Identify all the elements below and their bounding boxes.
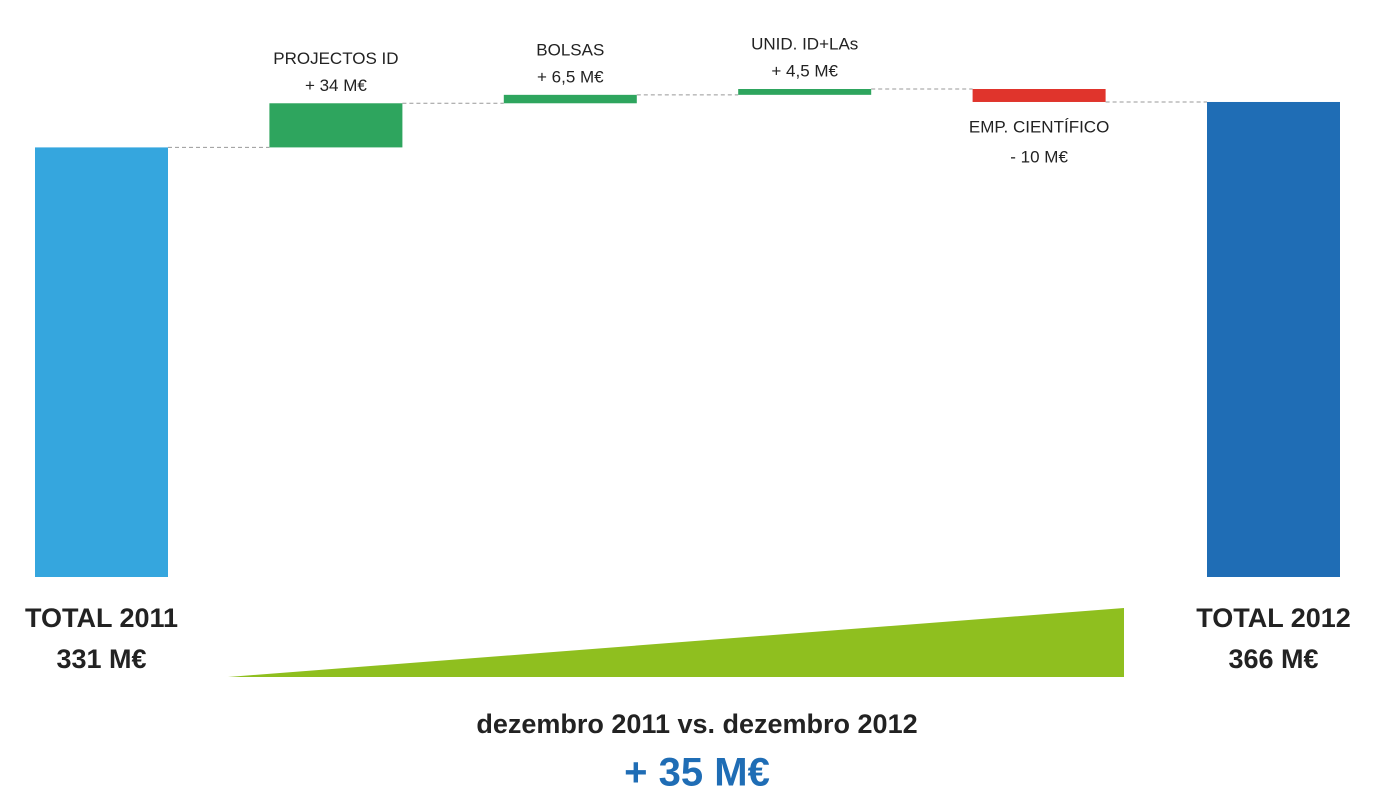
category-label: TOTAL 2012	[1196, 603, 1351, 633]
category-label: EMP. CIENTÍFICO	[969, 117, 1109, 136]
category-label: PROJECTOS ID	[273, 49, 398, 68]
category-label: UNID. ID+LAs	[751, 34, 858, 53]
category-label: BOLSAS	[536, 40, 604, 59]
category-label: TOTAL 2011	[25, 603, 178, 633]
value-label: 331 M€	[56, 644, 146, 674]
value-label: + 6,5 M€	[537, 67, 604, 86]
value-label: + 34 M€	[305, 76, 367, 95]
value-label: + 4,5 M€	[771, 61, 838, 80]
bar	[972, 89, 1106, 102]
bar	[503, 94, 637, 104]
bar	[738, 89, 872, 95]
value-label: - 10 M€	[1010, 147, 1068, 166]
growth-wedge	[228, 608, 1124, 677]
annotation: + 35 M€	[624, 751, 770, 793]
bar	[269, 103, 403, 148]
bar	[35, 147, 168, 578]
value-label: 366 M€	[1228, 644, 1318, 674]
bar	[1207, 101, 1340, 577]
subtitle: dezembro 2011 vs. dezembro 2012	[476, 709, 917, 739]
